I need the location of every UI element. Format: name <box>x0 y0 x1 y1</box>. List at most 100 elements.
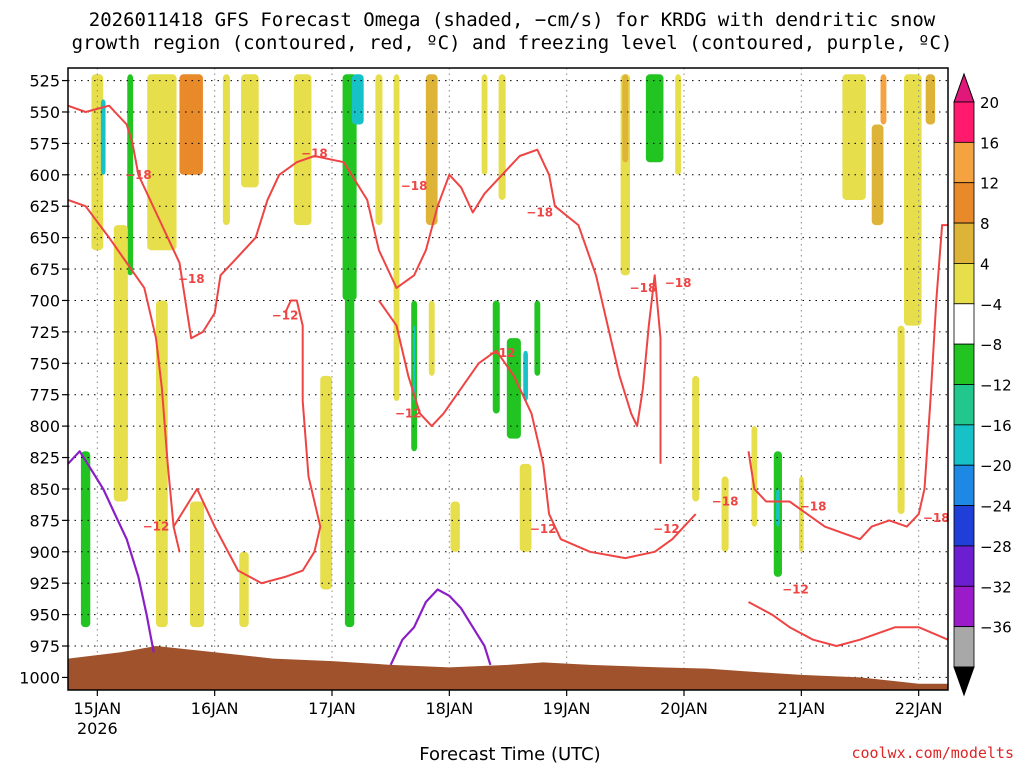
omega-shade-28 <box>519 463 532 552</box>
x-tick-label-5: 20JAN <box>660 699 708 718</box>
dgz-contour-label-13: −18 <box>712 495 739 509</box>
dgz-contour-label-3: −18 <box>526 206 553 220</box>
omega-shade-24 <box>481 74 488 175</box>
x-tick-label-6: 21JAN <box>777 699 825 718</box>
x-year-label: 2026 <box>77 719 118 738</box>
omega-shade-37 <box>751 426 758 527</box>
y-tick-label-16: 925 <box>29 574 60 593</box>
colorbar-segment-9 <box>953 464 975 506</box>
omega-shade-35 <box>692 375 700 502</box>
y-tick-label-10: 775 <box>29 386 60 405</box>
omega-shade-8 <box>190 501 205 628</box>
y-tick-label-17: 950 <box>29 606 60 625</box>
x-tick-label-7: 22JAN <box>895 699 943 718</box>
dgz-contour-label-6: −12 <box>143 520 170 534</box>
y-tick-label-18: 975 <box>29 637 60 656</box>
omega-shade-20 <box>412 325 416 401</box>
omega-shade-13 <box>320 375 332 590</box>
y-tick-label-4: 625 <box>29 197 60 216</box>
x-tick-label-4: 19JAN <box>543 699 591 718</box>
y-axis: 525 550 575 600 625 650 675 700 725 750 775 800 825 8… <box>19 72 68 687</box>
dgz-contour-label-10: −18 <box>630 281 657 295</box>
omega-shade-33 <box>645 74 664 163</box>
colorbar-segment-0 <box>953 101 975 143</box>
contour-label-layer: −18 −18 −18 −18 −18 −12 −12 −12 −12 −12 −18 −18 −12 −… <box>125 146 950 596</box>
dgz-contour-label-5: −12 <box>272 309 299 323</box>
freezing-level-contour-1 <box>389 588 492 666</box>
y-tick-label-11: 800 <box>29 417 60 436</box>
omega-shade-43 <box>871 124 884 226</box>
dgz-contour-1 <box>68 104 662 464</box>
omega-shade-23 <box>450 501 460 552</box>
colorbar: 20 16 12 8 4 −4 −8 −12 −16 −20 −24 −28 −32 −36 <box>953 72 1012 697</box>
y-tick-label-14: 875 <box>29 511 60 530</box>
y-tick-label-0: 525 <box>29 72 60 91</box>
colorbar-label-1: 16 <box>980 134 999 152</box>
omega-shade-39 <box>776 488 780 527</box>
omega-shade-11 <box>239 551 249 628</box>
dgz-contour-label-14: −18 <box>800 500 827 514</box>
colorbar-label-6: −8 <box>980 336 1002 354</box>
omega-shade-10 <box>241 74 259 188</box>
omega-shade-22 <box>428 300 435 376</box>
y-tick-label-8: 725 <box>29 323 60 342</box>
omega-shade-34 <box>675 74 682 175</box>
y-tick-label-3: 600 <box>29 166 60 185</box>
dgz-contour-label-11: −18 <box>665 276 692 290</box>
omega-shade-42 <box>880 74 887 125</box>
omega-shade-41 <box>842 74 866 200</box>
dgz-contour-0 <box>68 198 181 553</box>
omega-shade-26 <box>492 300 500 414</box>
y-tick-label-6: 675 <box>29 260 60 279</box>
y-tick-label-9: 750 <box>29 354 60 373</box>
omega-shade-32 <box>622 74 629 163</box>
site-credit[interactable]: coolwx.com/modelts <box>851 744 1014 762</box>
colorbar-segment-10 <box>953 505 975 547</box>
grid-layer <box>68 68 948 690</box>
colorbar-label-12: −32 <box>980 578 1012 596</box>
y-tick-label-2: 575 <box>29 134 60 153</box>
omega-shade-2 <box>127 74 134 276</box>
y-tick-label-1: 550 <box>29 103 60 122</box>
dgz-contour-3 <box>378 299 697 560</box>
omega-shade-45 <box>897 325 905 515</box>
colorbar-segment-7 <box>953 384 975 426</box>
dgz-contour-label-16: −18 <box>923 511 950 525</box>
omega-shade-36 <box>721 476 729 552</box>
x-axis: 15JAN 16JAN 17JAN 18JAN 19JAN 20JAN 21JAN 22JAN… <box>73 690 943 738</box>
dgz-contour-label-4: −18 <box>178 272 205 286</box>
colorbar-label-2: 12 <box>980 175 999 193</box>
colorbar-segment-8 <box>953 424 975 466</box>
dgz-contour-label-2: −18 <box>401 179 428 193</box>
terrain-layer <box>68 646 948 690</box>
omega-shade-29 <box>523 350 528 401</box>
freezing-level-contour-0 <box>68 450 155 653</box>
y-tick-label-13: 850 <box>29 480 60 499</box>
dgz-contour-label-0: −18 <box>125 168 152 182</box>
colorbar-segment-4 <box>953 263 975 305</box>
colorbar-segment-12 <box>953 585 975 628</box>
dgz-contour-label-12: −12 <box>653 522 680 536</box>
colorbar-label-0: 20 <box>980 94 999 112</box>
colorbar-label-7: −12 <box>980 377 1012 395</box>
y-tick-label-15: 900 <box>29 543 60 562</box>
omega-shade-9 <box>222 74 230 226</box>
colorbar-segment-3 <box>953 222 975 264</box>
colorbar-label-10: −24 <box>980 498 1012 516</box>
colorbar-label-13: −36 <box>980 619 1012 637</box>
colorbar-segment-11 <box>953 545 975 587</box>
dgz-contour-label-8: −12 <box>489 346 516 360</box>
y-tick-label-19: 1000 <box>19 668 60 687</box>
dgz-contour-2 <box>172 299 322 585</box>
x-tick-label-1: 16JAN <box>191 699 239 718</box>
colorbar-segment-5 <box>953 303 975 345</box>
colorbar-label-11: −28 <box>980 538 1012 556</box>
omega-shade-18 <box>393 74 400 401</box>
y-tick-label-5: 650 <box>29 229 60 248</box>
colorbar-segment-1 <box>953 141 975 184</box>
x-axis-label: Forecast Time (UTC) <box>419 744 601 765</box>
omega-shade-44 <box>904 74 922 326</box>
y-tick-label-12: 825 <box>29 449 60 468</box>
plot-frame <box>67 67 949 691</box>
